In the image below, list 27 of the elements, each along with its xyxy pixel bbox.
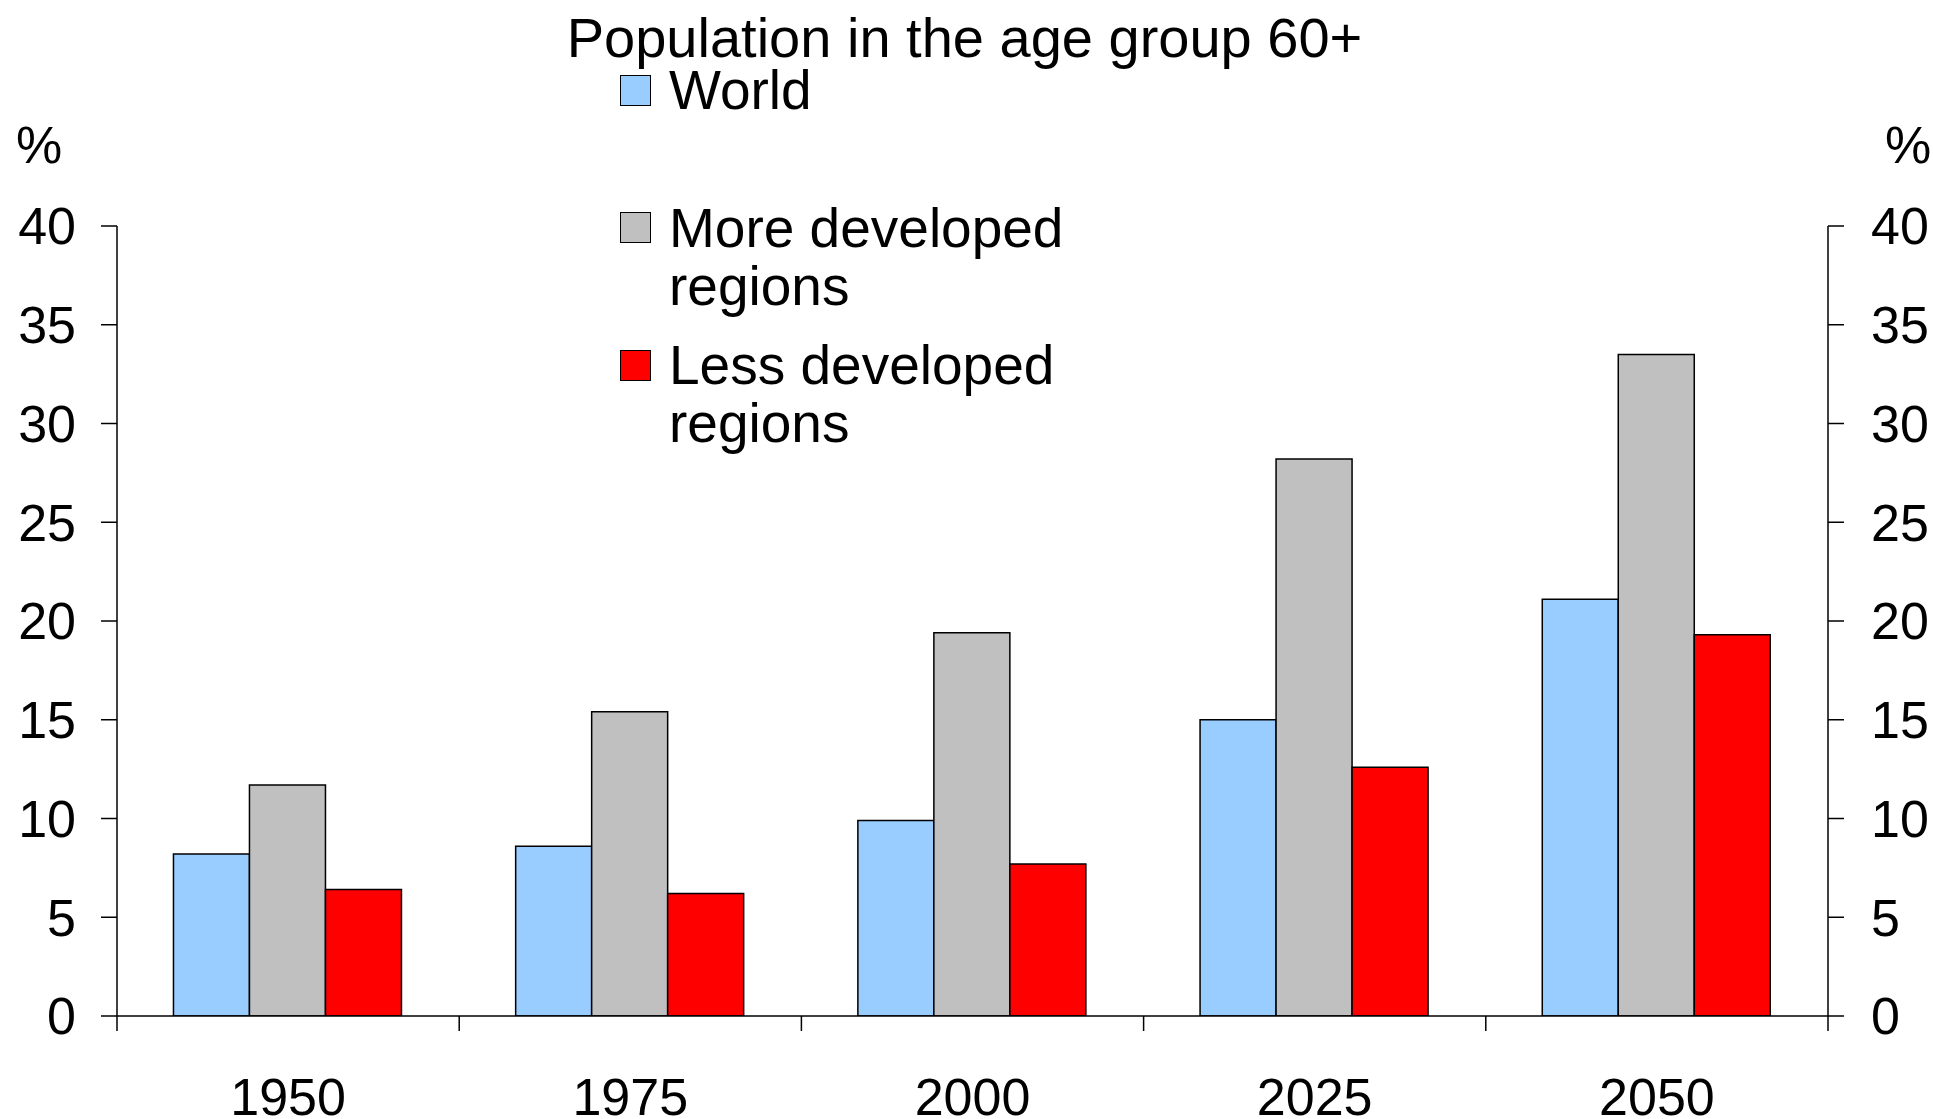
x-tick-label: 1975 xyxy=(572,1068,689,1119)
y2-tick-label: 40 xyxy=(1871,197,1929,256)
y-axis-title: % xyxy=(14,115,64,175)
legend-label: Less developed regions xyxy=(669,334,1056,454)
y2-tick-label: 35 xyxy=(1871,296,1929,355)
y-tick-label: 5 xyxy=(47,888,76,947)
y-tick-label: 25 xyxy=(18,493,76,552)
y-tick-label: 10 xyxy=(18,789,76,848)
y-tick-label: 0 xyxy=(47,987,76,1046)
y-tick-label: 40 xyxy=(18,197,76,256)
y2-tick-label: 5 xyxy=(1871,888,1900,947)
y-tick-label: 15 xyxy=(18,691,76,750)
x-tick-label: 2025 xyxy=(1256,1068,1373,1119)
y-tick-label: 35 xyxy=(18,296,76,355)
y2-axis-title: % xyxy=(1883,115,1933,175)
y2-tick-label: 20 xyxy=(1871,592,1929,651)
x-tick-label: 2050 xyxy=(1599,1068,1715,1119)
y2-tick-label: 25 xyxy=(1871,493,1929,552)
y2-tick-label: 30 xyxy=(1871,394,1929,453)
y2-tick-label: 15 xyxy=(1871,691,1929,750)
x-tick-label: 2000 xyxy=(914,1068,1031,1119)
legend-label: More developed regions xyxy=(669,196,1065,317)
y2-tick-label: 0 xyxy=(1871,987,1900,1046)
y2-tick-label: 10 xyxy=(1871,789,1929,848)
y-tick-label: 30 xyxy=(18,394,76,453)
x-tick-label: 1950 xyxy=(230,1068,346,1119)
y-tick-label: 20 xyxy=(18,592,76,651)
